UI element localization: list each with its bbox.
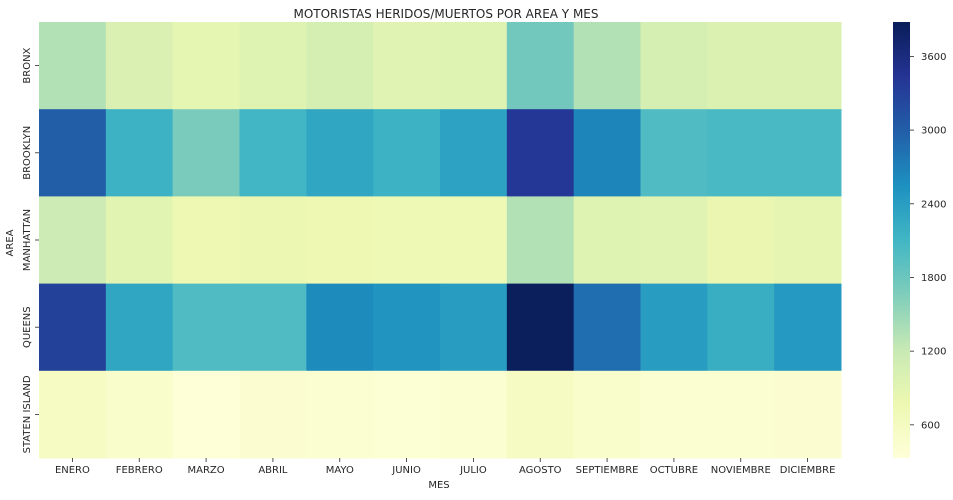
y-tick-label: MANHATTAN <box>22 209 33 271</box>
heatmap-cell <box>774 109 842 197</box>
colorbar-tick-label: 1200 <box>921 347 946 358</box>
heatmap-cells <box>39 22 842 459</box>
heatmap-cell <box>306 283 374 372</box>
colorbar-tick-label: 2400 <box>921 199 946 210</box>
heatmap-cell <box>105 109 174 197</box>
heatmap-cell <box>39 196 107 285</box>
heatmap-cell <box>39 22 107 110</box>
x-tick-label: ABRIL <box>258 465 288 476</box>
heatmap-cell <box>640 370 708 459</box>
chart-title: MOTORISTAS HERIDOS/MUERTOS POR AREA Y ME… <box>293 7 598 21</box>
x-tick-label: MAYO <box>326 465 354 476</box>
colorbar-tick-label: 3600 <box>921 52 946 63</box>
y-axis: BRONX BROOKLYN MANHATTAN QUEENS STATEN ISLAN… <box>22 47 39 453</box>
heatmap-cell <box>573 370 641 459</box>
x-tick-label: MARZO <box>188 465 225 476</box>
heatmap-cell <box>573 196 641 285</box>
heatmap-cell <box>640 109 708 197</box>
heatmap-cell <box>306 196 374 285</box>
heatmap-cell <box>239 22 307 110</box>
heatmap-cell <box>506 109 575 197</box>
heatmap-cell <box>239 196 307 285</box>
x-tick-label: JUNIO <box>391 465 421 476</box>
heatmap-cell <box>506 22 575 110</box>
heatmap-cell <box>440 283 508 372</box>
heatmap-cell <box>105 370 174 459</box>
x-tick-label: NOVIEMBRE <box>711 465 771 476</box>
heatmap-cell <box>306 370 374 459</box>
heatmap-cell <box>573 22 641 110</box>
x-tick-label: SEPTIEMBRE <box>576 465 639 476</box>
heatmap-cell <box>306 22 374 110</box>
heatmap-cell <box>774 283 842 372</box>
heatmap-cell <box>707 22 775 110</box>
heatmap-cell <box>707 196 775 285</box>
heatmap-cell <box>573 283 641 372</box>
heatmap-cell <box>640 196 708 285</box>
heatmap-cell <box>506 370 575 459</box>
x-tick-label: AGOSTO <box>519 465 562 476</box>
heatmap-cell <box>172 283 240 372</box>
heatmap-cell <box>105 283 174 372</box>
heatmap-cell <box>440 196 508 285</box>
colorbar-tick-label: 600 <box>921 420 940 431</box>
heatmap-cell <box>373 22 441 110</box>
x-tick-label: ENERO <box>55 465 90 476</box>
heatmap-cell <box>640 283 708 372</box>
heatmap-cell <box>172 196 240 285</box>
heatmap-cell <box>105 196 174 285</box>
heatmap-cell <box>105 22 174 110</box>
x-tick-label: DICIEMBRE <box>780 465 836 476</box>
colorbar-tick-label: 3000 <box>921 126 946 137</box>
heatmap-cell <box>506 196 575 285</box>
heatmap-cell <box>707 283 775 372</box>
colorbar <box>893 22 910 458</box>
y-axis-label: AREA <box>5 229 16 256</box>
heatmap-cell <box>39 283 107 372</box>
heatmap-cell <box>440 109 508 197</box>
heatmap-cell <box>373 370 441 459</box>
x-tick-label: FEBRERO <box>116 465 163 476</box>
y-tick-label: QUEENS <box>22 306 33 348</box>
heatmap-cell <box>239 109 307 197</box>
heatmap-cell <box>707 109 775 197</box>
heatmap-cell <box>373 196 441 285</box>
y-tick-label: BRONX <box>22 47 33 83</box>
heatmap-cell <box>39 109 107 197</box>
heatmap-cell <box>573 109 641 197</box>
y-tick-label: BROOKLYN <box>22 126 33 180</box>
x-tick-label: OCTUBRE <box>650 465 698 476</box>
heatmap-cell <box>640 22 708 110</box>
heatmap-cell <box>306 109 374 197</box>
heatmap-cell <box>239 283 307 372</box>
heatmap-cell <box>774 22 842 110</box>
x-axis: ENERO FEBRERO MARZO ABRIL MAYO JUNIO JULIO AGOS… <box>55 458 835 476</box>
heatmap-cell <box>239 370 307 459</box>
y-tick-label: STATEN ISLAND <box>22 375 33 453</box>
heatmap-cell <box>506 283 575 372</box>
heatmap-cell <box>373 109 441 197</box>
heatmap-cell <box>774 370 842 459</box>
heatmap-cell <box>39 370 107 459</box>
colorbar-tick-label: 1800 <box>921 273 946 284</box>
x-tick-label: JULIO <box>459 465 487 476</box>
heatmap-cell <box>774 196 842 285</box>
heatmap-cell <box>172 22 240 110</box>
x-axis-label: MES <box>428 480 449 491</box>
heatmap-cell <box>707 370 775 459</box>
heatmap-cell <box>172 370 240 459</box>
heatmap-cell <box>440 370 508 459</box>
heatmap-cell <box>440 22 508 110</box>
heatmap-cell <box>172 109 240 197</box>
colorbar-ticks: 600 1200 1800 2400 3000 3600 <box>910 52 946 431</box>
heatmap-cell <box>373 283 441 372</box>
